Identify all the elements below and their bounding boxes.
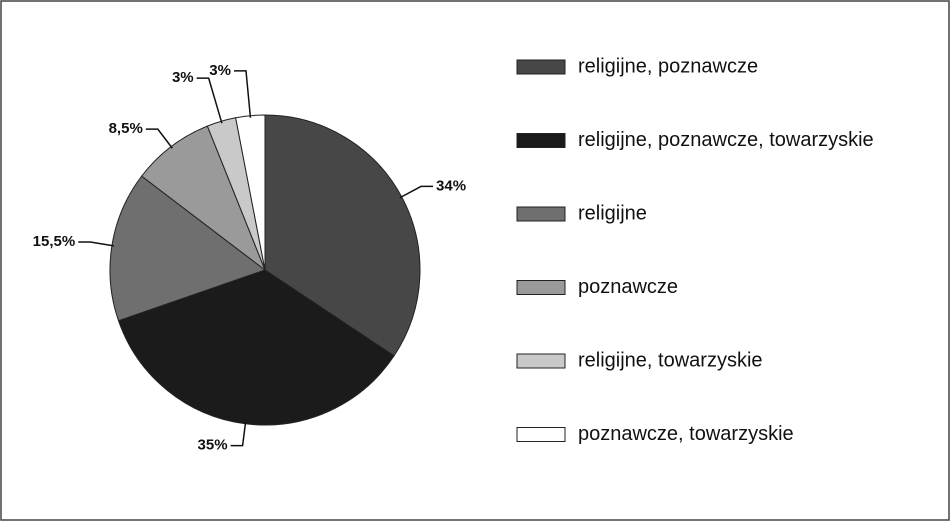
legend-label: poznawcze bbox=[578, 276, 678, 298]
leader-line bbox=[233, 70, 252, 118]
legend-swatch bbox=[516, 133, 566, 148]
leader-line bbox=[145, 128, 173, 149]
legend-label: religijne, poznawcze, towarzyskie bbox=[578, 129, 874, 151]
leader-line bbox=[399, 185, 434, 199]
legend-label: religijne, poznawcze bbox=[578, 55, 758, 77]
legend-label: religijne, towarzyskie bbox=[578, 349, 763, 371]
data-label: 34% bbox=[436, 177, 466, 194]
data-label: 3% bbox=[209, 62, 231, 79]
leader-line bbox=[230, 421, 247, 447]
legend-swatch bbox=[516, 59, 566, 75]
legend-label: religijne bbox=[578, 202, 647, 224]
data-label: 35% bbox=[198, 437, 228, 454]
legend-swatch bbox=[516, 280, 566, 295]
leader-line bbox=[196, 77, 223, 124]
legend-swatch bbox=[516, 427, 566, 442]
legend-swatch bbox=[516, 353, 566, 369]
legend-label: poznawcze, towarzyskie bbox=[578, 423, 794, 445]
legend-swatch bbox=[516, 206, 566, 222]
data-label: 8,5% bbox=[109, 120, 143, 137]
data-label: 3% bbox=[172, 69, 194, 86]
data-label: 15,5% bbox=[33, 233, 76, 250]
leader-line bbox=[78, 241, 115, 247]
